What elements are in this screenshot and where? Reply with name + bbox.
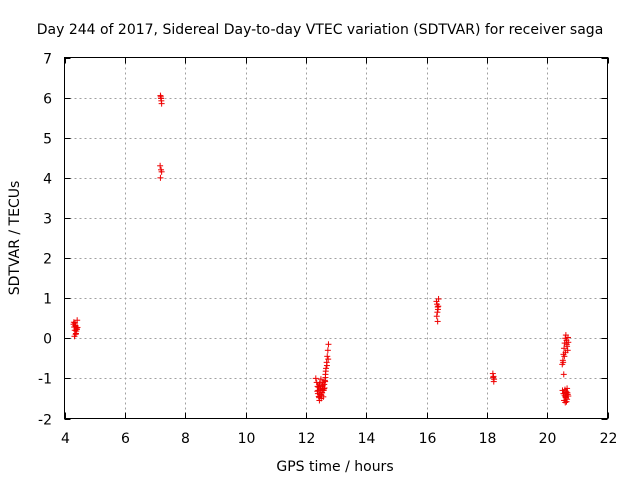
- data-point: [435, 295, 442, 302]
- data-point: [312, 375, 319, 382]
- data-point: [74, 317, 81, 324]
- chart-title: Day 244 of 2017, Sidereal Day-to-day VTE…: [37, 22, 604, 38]
- data-point: [320, 393, 327, 400]
- plot-frame: [64, 57, 608, 419]
- y-tick-label: 2: [43, 252, 52, 268]
- data-point: [563, 398, 570, 405]
- y-tick-labels: -2 -1 0 1 2 3 4 5 6 7: [38, 52, 52, 429]
- data-point: [564, 385, 571, 392]
- data-point: [325, 356, 332, 363]
- y-tick-label: -2: [38, 413, 52, 429]
- x-axis-label: GPS time / hours: [276, 459, 393, 475]
- x-tick-label: 20: [539, 431, 557, 447]
- data-point: [322, 368, 329, 375]
- data-point: [490, 378, 497, 385]
- data-point: [490, 374, 497, 381]
- data-point: [324, 347, 331, 354]
- data-point: [157, 162, 164, 169]
- data-point: [563, 341, 570, 348]
- data-point: [324, 353, 331, 360]
- y-tick-label: 5: [43, 132, 52, 148]
- y-tick-label: 7: [43, 52, 52, 68]
- x-tick-label: 10: [238, 431, 256, 447]
- data-point: [561, 345, 568, 352]
- data-point: [435, 303, 442, 310]
- x-tick-label: 12: [298, 431, 316, 447]
- data-point: [560, 359, 567, 366]
- data-point: [157, 174, 164, 181]
- y-tick-label: 6: [43, 92, 52, 108]
- y-tick-label: 0: [43, 332, 52, 348]
- axis-ticks: [64, 57, 609, 420]
- data-point: [434, 318, 441, 325]
- y-tick-label: 1: [43, 292, 52, 308]
- grid-lines: [64, 57, 608, 419]
- data-point: [562, 393, 569, 400]
- data-points: [70, 92, 572, 406]
- x-tick-label: 4: [61, 431, 70, 447]
- data-point: [325, 341, 332, 348]
- data-point: [434, 309, 441, 316]
- y-tick-label: -1: [38, 372, 52, 388]
- data-point: [564, 334, 571, 341]
- y-tick-label: 4: [43, 172, 52, 188]
- data-point: [317, 376, 324, 383]
- data-point: [74, 324, 81, 331]
- data-point: [562, 349, 569, 356]
- data-point: [559, 387, 566, 394]
- data-point: [316, 381, 323, 388]
- data-point: [72, 331, 79, 338]
- data-point: [561, 353, 568, 360]
- data-point: [322, 374, 329, 381]
- x-tick-label: 14: [358, 431, 376, 447]
- x-tick-label: 8: [181, 431, 190, 447]
- data-point: [562, 399, 569, 406]
- data-point: [319, 386, 326, 393]
- data-point: [433, 313, 440, 320]
- y-tick-label: 3: [43, 212, 52, 228]
- x-tick-labels: 4 6 8 10 12 14 16 18 20 22: [61, 431, 617, 447]
- x-tick-label: 16: [419, 431, 437, 447]
- x-tick-label: 22: [600, 431, 618, 447]
- x-tick-label: 6: [121, 431, 130, 447]
- data-point: [158, 97, 165, 104]
- data-point: [560, 371, 567, 378]
- data-point: [158, 168, 165, 175]
- data-point: [70, 319, 77, 326]
- data-point: [323, 362, 330, 369]
- x-tick-label: 18: [479, 431, 497, 447]
- data-point: [157, 93, 164, 100]
- data-point: [314, 388, 321, 395]
- y-axis-label: SDTVAR / TECUs: [7, 181, 23, 296]
